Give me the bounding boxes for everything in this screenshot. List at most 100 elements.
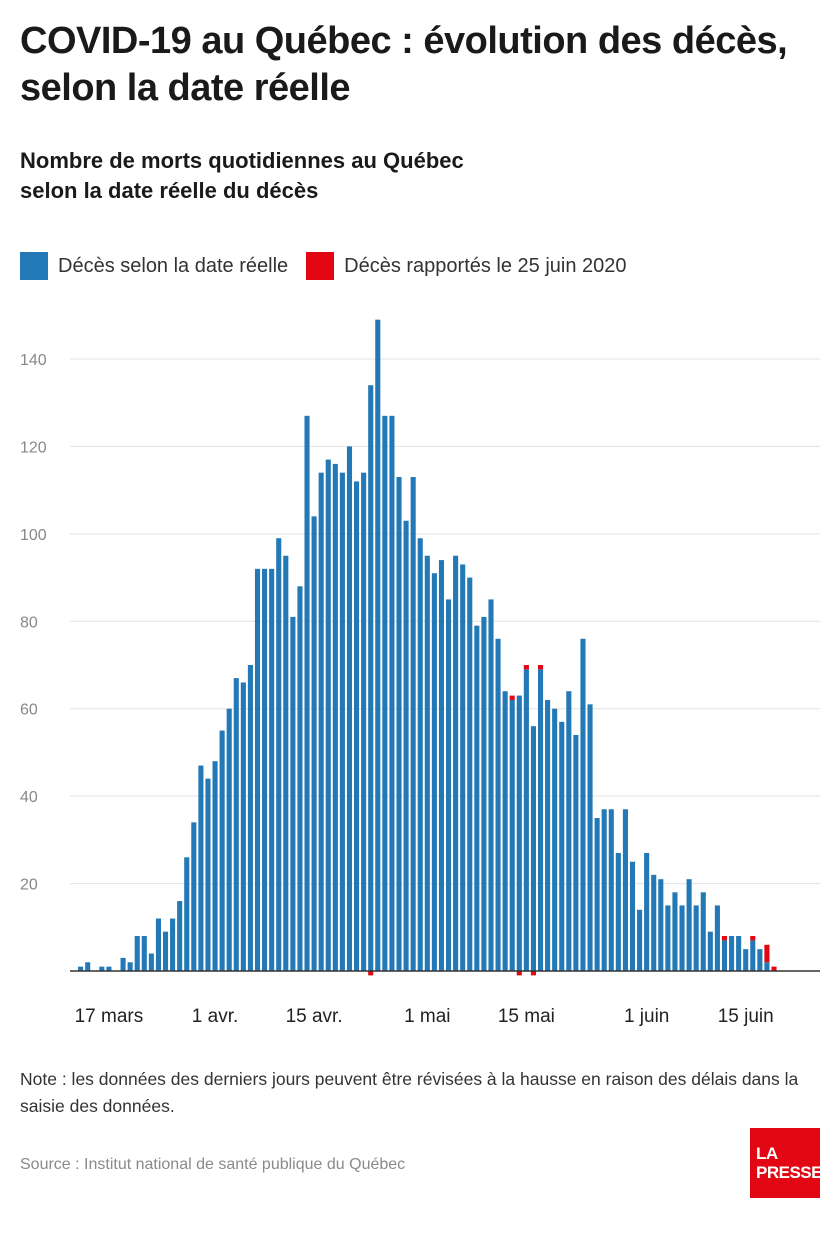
legend-swatch-red — [306, 252, 335, 280]
bar-reel-25 — [247, 665, 253, 971]
bar-reel-38 — [339, 472, 345, 971]
bar-reel-39 — [346, 446, 353, 971]
bar-reel-47 — [403, 520, 409, 971]
bar-reel-22 — [226, 708, 232, 971]
subtitle-line-1: Nombre de morts quotidiennes au Québec — [20, 148, 464, 173]
x-tick-label-1: 1 avr. — [192, 1006, 238, 1027]
bar-reel-79 — [629, 861, 636, 971]
bar-reel-11 — [148, 953, 154, 971]
logo-line-1: LA — [756, 1144, 778, 1163]
bar-reel-45 — [389, 415, 395, 971]
bar-reel-23 — [233, 678, 239, 971]
x-tick-label-4: 15 mai — [498, 1006, 555, 1027]
bar-reel-83 — [658, 879, 664, 971]
bar-rapportes-63 — [516, 971, 522, 976]
bar-reel-7 — [120, 957, 126, 971]
bar-reel-81 — [644, 852, 650, 971]
subtitle-line-2: selon la date réelle du décès — [20, 178, 319, 203]
bar-reel-59 — [488, 599, 494, 971]
bar-rapportes-64 — [523, 665, 529, 670]
bar-reel-74 — [594, 818, 600, 971]
bar-reel-24 — [240, 682, 246, 971]
bar-rapportes-92 — [721, 936, 728, 941]
bar-reel-67 — [545, 699, 551, 971]
bar-reel-43 — [375, 319, 381, 972]
bar-reel-82 — [651, 874, 657, 971]
bar-reel-31 — [290, 616, 296, 971]
bar-reel-40 — [354, 481, 360, 971]
bar-rapportes-42 — [368, 971, 374, 976]
bar-reel-4 — [99, 966, 105, 971]
y-tick-label-140: 140 — [20, 352, 47, 369]
bar-reel-12 — [155, 918, 161, 971]
x-tick-label-3: 1 mai — [404, 1006, 450, 1027]
x-tick-label-0: 17 mars — [75, 1006, 144, 1027]
bar-reel-49 — [417, 538, 423, 971]
bar-rapportes-98 — [764, 944, 770, 963]
bar-reel-10 — [141, 936, 147, 971]
bar-reel-50 — [424, 555, 430, 971]
bar-rapportes-96 — [750, 936, 756, 941]
bar-reel-36 — [325, 459, 331, 971]
bar-chart: 20 40 60 80 100 120 140 17 mars 1 avr. 15 avr. 1 m… — [20, 319, 820, 1027]
y-tick-label-80: 80 — [20, 614, 38, 631]
bar-reel-91 — [714, 905, 720, 971]
bar-reel-77 — [615, 852, 621, 971]
bar-reel-37 — [332, 463, 338, 971]
bar-reel-2 — [85, 962, 91, 971]
bar-reel-68 — [552, 708, 558, 971]
chart-subtitle: Nombre de morts quotidiennes au Québec s… — [20, 146, 820, 206]
bar-reel-14 — [170, 918, 176, 971]
bar-reel-13 — [162, 931, 169, 971]
bar-reel-57 — [474, 625, 480, 971]
bar-reel-1 — [78, 966, 84, 971]
la-presse-logo: LA PRESSE — [750, 1128, 822, 1198]
y-tick-label-40: 40 — [20, 789, 38, 806]
bar-rapportes-65 — [530, 971, 536, 976]
bar-reel-97 — [757, 949, 763, 971]
y-tick-label-60: 60 — [20, 702, 38, 719]
bar-reel-30 — [283, 555, 289, 971]
legend-swatch-blue — [20, 252, 48, 280]
bar-reel-65 — [530, 726, 536, 971]
bar-reel-27 — [262, 568, 268, 971]
bar-reel-16 — [184, 857, 190, 971]
bar-reel-72 — [580, 638, 586, 971]
bar-reel-66 — [537, 669, 544, 971]
legend-label-reel: Décès selon la date réelle — [58, 254, 289, 277]
bar-reel-33 — [304, 415, 310, 971]
bar-reel-76 — [608, 809, 614, 971]
bar-reel-78 — [622, 809, 628, 971]
bar-reel-69 — [559, 721, 565, 971]
bar-reel-20 — [212, 761, 218, 971]
bar-reel-52 — [438, 560, 445, 971]
y-tick-label-20: 20 — [20, 877, 38, 894]
bar-reel-89 — [700, 892, 706, 971]
bar-reel-28 — [269, 568, 275, 971]
bar-reel-71 — [573, 734, 579, 971]
bar-reel-15 — [177, 901, 183, 971]
bar-reel-87 — [686, 879, 692, 971]
bar-reel-29 — [276, 538, 282, 971]
logo-line-2: PRESSE — [756, 1163, 822, 1182]
bar-reel-92 — [721, 940, 728, 971]
bar-reel-63 — [516, 695, 522, 971]
bar-reel-96 — [750, 940, 756, 971]
bar-reel-51 — [431, 573, 437, 971]
source-line: Source : Institut national de santé publ… — [20, 1156, 406, 1173]
bar-reel-85 — [672, 892, 678, 971]
bar-reel-70 — [566, 691, 572, 971]
legend-label-rapportes: Décès rapportés le 25 juin 2020 — [344, 254, 627, 277]
y-tick-label-100: 100 — [20, 527, 47, 544]
x-tick-label-5: 1 juin — [624, 1006, 669, 1027]
footnote: Note : les données des derniers jours pe… — [20, 1069, 799, 1116]
bar-reel-48 — [410, 477, 416, 971]
bar-reel-35 — [318, 472, 324, 971]
bar-rapportes-66 — [537, 665, 544, 670]
bar-reel-55 — [460, 564, 466, 971]
bar-reel-54 — [453, 555, 459, 971]
x-tick-label-2: 15 avr. — [286, 1006, 343, 1027]
bar-reel-95 — [743, 949, 749, 971]
bar-reel-86 — [679, 905, 685, 971]
bar-reel-90 — [707, 931, 713, 971]
